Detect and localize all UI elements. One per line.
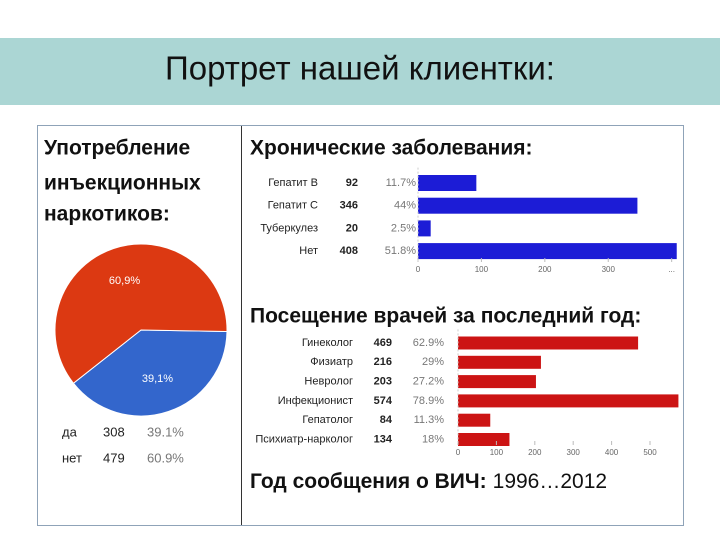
title-band xyxy=(0,38,720,105)
count-label: 346 xyxy=(340,200,358,212)
pie-slice xyxy=(54,243,228,384)
bar xyxy=(418,175,477,191)
count-label: 408 xyxy=(340,245,358,257)
share-label: 29% xyxy=(422,356,444,368)
category-label: Гепатит C xyxy=(268,200,318,212)
share-label: 11.7% xyxy=(386,177,417,189)
count-label: 216 xyxy=(374,356,392,368)
left-heading: Употребление xyxy=(44,137,190,160)
table-name: да xyxy=(62,424,78,439)
share-label: 18% xyxy=(422,433,444,445)
footer: Год сообщения о ВИЧ: 1996…2012 xyxy=(250,470,607,493)
table-name: нет xyxy=(62,450,82,465)
count-label: 134 xyxy=(374,433,393,445)
bar xyxy=(458,394,679,408)
bar xyxy=(418,197,638,214)
share-label: 11.3% xyxy=(414,414,445,426)
x-tick-label: 100 xyxy=(475,265,489,274)
bar xyxy=(458,433,510,446)
share-label: 2.5% xyxy=(391,222,416,234)
x-tick-label: ... xyxy=(668,265,675,274)
pie-slice xyxy=(72,329,228,417)
x-tick-label: 0 xyxy=(416,265,421,274)
left-heading: инъекционных xyxy=(44,172,201,195)
slice-label: 60,9% xyxy=(109,275,140,287)
category-label: Физиатр xyxy=(310,356,353,368)
footer-value: 1996…2012 xyxy=(493,470,607,493)
share-label: 51.8% xyxy=(385,245,416,257)
x-tick-label: 400 xyxy=(605,448,619,457)
category-label: Инфекционист xyxy=(278,395,353,407)
share-label: 62.9% xyxy=(413,337,444,349)
share-label: 44% xyxy=(394,200,416,212)
bar xyxy=(458,336,639,350)
chart-title: Хронические заболевания: xyxy=(250,137,532,160)
slide-title: Портрет нашей клиентки: xyxy=(165,50,555,87)
x-tick-label: 200 xyxy=(538,265,552,274)
bar xyxy=(458,355,541,369)
bar xyxy=(418,243,677,260)
x-tick-label: 0 xyxy=(456,448,461,457)
category-label: Невролог xyxy=(304,376,353,388)
count-label: 469 xyxy=(374,337,392,349)
bar xyxy=(458,375,536,389)
category-label: Психиатр-нарколог xyxy=(255,433,353,445)
category-label: Нет xyxy=(299,245,318,257)
x-tick-label: 500 xyxy=(643,448,657,457)
chart-title: Посещение врачей за последний год: xyxy=(250,305,641,328)
count-label: 20 xyxy=(346,222,358,234)
table-count: 479 xyxy=(103,450,125,465)
x-tick-label: 300 xyxy=(567,448,581,457)
table-share: 39.1% xyxy=(147,424,184,439)
count-label: 84 xyxy=(380,414,393,426)
x-tick-label: 300 xyxy=(602,265,616,274)
footer-label: Год сообщения о ВИЧ: xyxy=(250,470,487,493)
left-heading: наркотиков: xyxy=(44,203,170,226)
x-tick-label: 200 xyxy=(528,448,542,457)
slice-label: 39,1% xyxy=(142,373,173,385)
bar xyxy=(418,220,431,237)
category-label: Гинеколог xyxy=(302,337,353,349)
category-label: Гепатолог xyxy=(302,414,353,426)
category-label: Туберкулез xyxy=(260,222,318,234)
share-label: 27.2% xyxy=(413,376,444,388)
share-label: 78.9% xyxy=(413,395,444,407)
count-label: 203 xyxy=(374,376,392,388)
content-box xyxy=(37,125,684,526)
bar xyxy=(458,413,491,427)
x-tick-label: 100 xyxy=(490,448,504,457)
table-share: 60.9% xyxy=(147,450,184,465)
count-label: 574 xyxy=(374,395,393,407)
table-count: 308 xyxy=(103,424,125,439)
count-label: 92 xyxy=(346,177,358,189)
category-label: Гепатит B xyxy=(268,177,318,189)
